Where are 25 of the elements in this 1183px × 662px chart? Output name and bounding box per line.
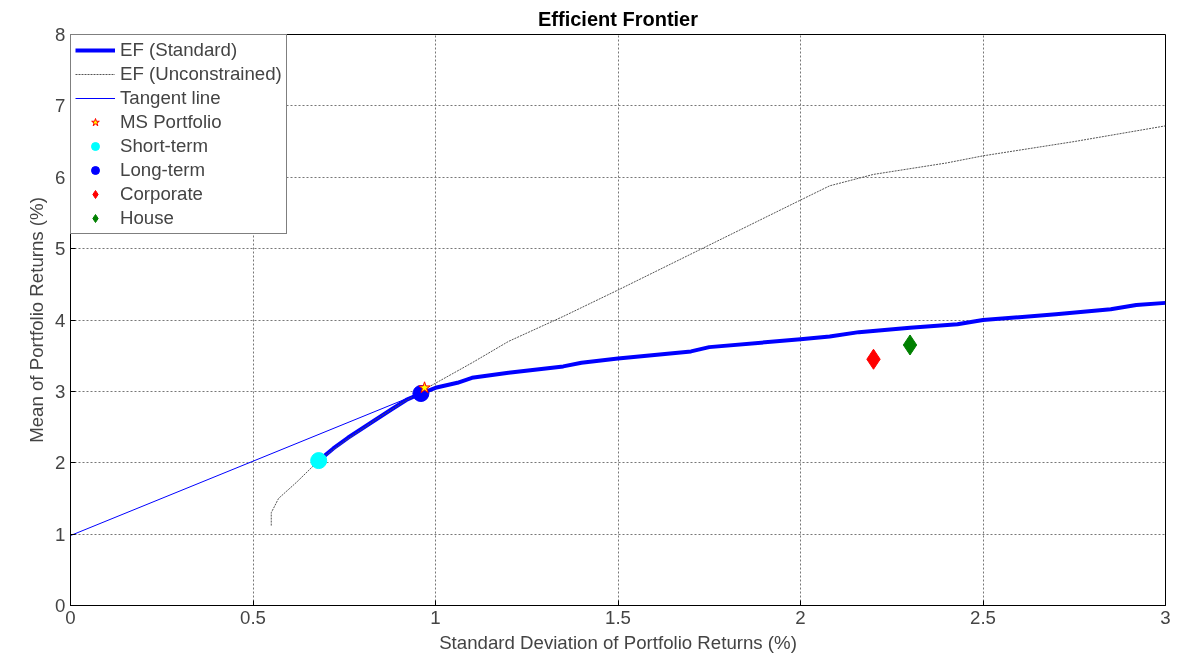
x-tick-label: 1 (430, 606, 441, 628)
y-axis-title: Mean of Portfolio Returns (%) (26, 197, 48, 443)
y-tick-label: 7 (55, 95, 66, 117)
legend-label: Corporate (120, 183, 203, 205)
x-tick-label: 3 (1160, 606, 1171, 628)
y-tick-label: 2 (55, 452, 66, 474)
y-tick-label: 4 (55, 309, 66, 331)
legend-label: House (120, 207, 174, 229)
y-tick-label: 1 (55, 523, 66, 545)
legend-label: EF (Standard) (120, 39, 238, 61)
x-tick-label: 2.5 (970, 606, 996, 628)
y-tick-label: 3 (55, 380, 66, 402)
legend-label: Long-term (120, 159, 206, 181)
legend-label: Tangent line (120, 87, 221, 109)
y-tick-label: 8 (55, 24, 66, 45)
legend-label: MS Portfolio (120, 111, 222, 133)
chart-title: Efficient Frontier (538, 7, 699, 30)
legend-label: Short-term (120, 135, 209, 157)
x-tick-label: 0.5 (240, 606, 266, 628)
x-tick-label: 1.5 (605, 606, 631, 628)
legend-label: EF (Unconstrained) (120, 63, 282, 85)
y-tick-label: 6 (55, 166, 66, 188)
x-axis-title: Standard Deviation of Portfolio Returns (%) (439, 631, 797, 653)
x-tick-label: 2 (795, 606, 806, 628)
y-tick-label: 5 (55, 238, 66, 260)
